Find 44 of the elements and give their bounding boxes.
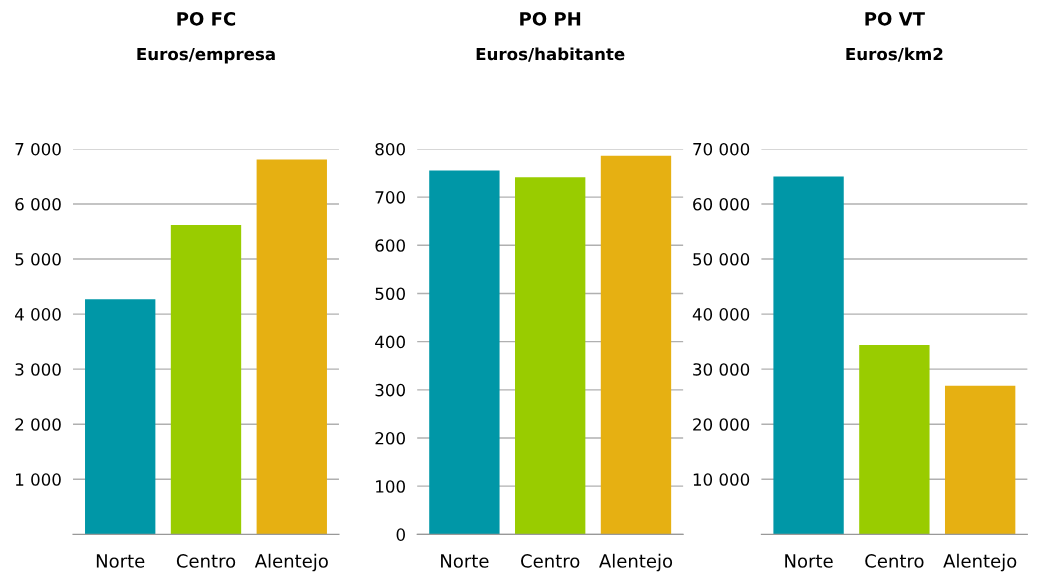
y-tick-label: 5 000 [15,253,61,266]
bar [944,385,1016,535]
y-tick-label: 100 [376,480,405,493]
x-tick-label: Norte [96,554,145,568]
y-tick-label: 800 [375,142,405,156]
y-tick-label: 3 000 [15,363,61,376]
y-tick-label: 300 [375,383,405,397]
x-tick-label: Centro [176,554,236,568]
y-tick-label: 1 000 [16,473,61,486]
y-tick-label: 2 000 [15,418,61,431]
bar [256,159,327,535]
bar [170,224,242,535]
y-tick-label: 0 [396,528,405,541]
y-tick-label: 700 [375,191,405,204]
chart-title: PO PH [520,12,581,26]
y-tick-label: 50 000 [693,253,750,266]
y-tick-label: 70 000 [693,142,750,156]
bar [773,176,844,535]
chart-title: PO FC [177,12,236,26]
y-tick-label: 20 000 [693,418,750,431]
x-tick-label: Alentejo [254,553,328,572]
x-tick-label: Centro [865,554,924,568]
y-tick-label: 10 000 [693,473,750,486]
chart-subtitle: Euros/habitante [476,47,625,62]
y-tick-label: 30 000 [693,363,750,376]
y-tick-label: 7 000 [15,142,61,156]
chart-subtitle: Euros/empresa [137,47,275,64]
bar [859,344,930,535]
y-tick-label: 4 000 [15,308,61,321]
chart-subtitle: Euros/km2 [846,47,943,62]
x-tick-label: Centro [521,554,580,568]
x-tick-label: Alentejo [943,553,1017,572]
y-tick-label: 60 000 [693,197,750,211]
x-tick-label: Norte [441,554,489,568]
y-tick-label: 500 [375,287,405,301]
y-tick-label: 600 [375,239,405,252]
x-tick-label: Alentejo [599,553,673,572]
y-tick-label: 200 [375,431,405,445]
bar [85,299,156,535]
x-tick-label: Norte [785,554,833,568]
y-tick-label: 40 000 [692,308,750,321]
y-tick-label: 6 000 [15,197,61,211]
y-tick-label: 400 [375,335,405,349]
chart-title: PO VT [865,12,925,26]
